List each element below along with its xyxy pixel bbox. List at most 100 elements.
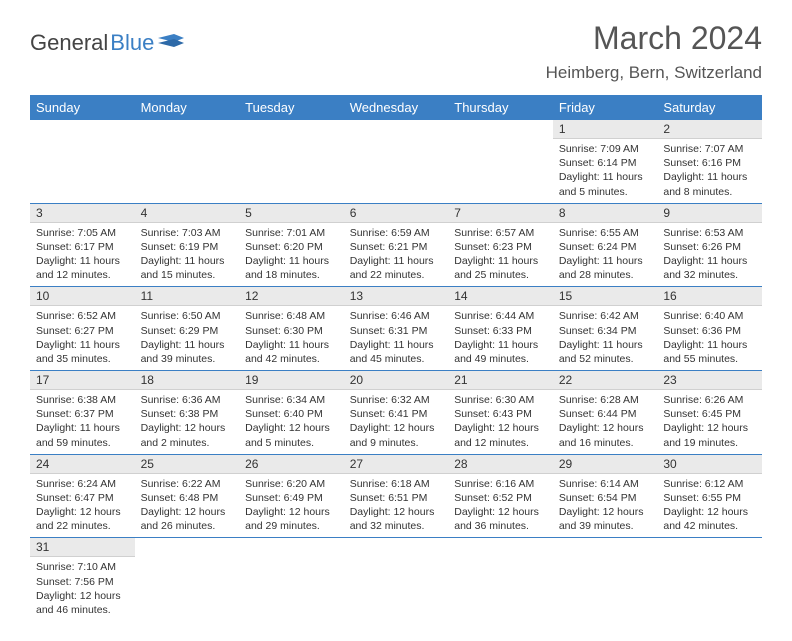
day-number: 6 [344, 204, 449, 223]
sunset-text: Sunset: 6:26 PM [663, 240, 756, 254]
day-content: Sunrise: 6:22 AMSunset: 6:48 PMDaylight:… [135, 474, 240, 538]
sunset-text: Sunset: 6:41 PM [350, 407, 443, 421]
sunrise-text: Sunrise: 6:34 AM [245, 393, 338, 407]
day-content: Sunrise: 6:42 AMSunset: 6:34 PMDaylight:… [553, 306, 658, 370]
calendar-cell: 17Sunrise: 6:38 AMSunset: 6:37 PMDayligh… [30, 371, 135, 455]
day-number: 5 [239, 204, 344, 223]
weekday-header: Friday [553, 95, 658, 120]
day-number: 25 [135, 455, 240, 474]
calendar-cell: 12Sunrise: 6:48 AMSunset: 6:30 PMDayligh… [239, 287, 344, 371]
calendar-cell: 16Sunrise: 6:40 AMSunset: 6:36 PMDayligh… [657, 287, 762, 371]
calendar-cell: 9Sunrise: 6:53 AMSunset: 6:26 PMDaylight… [657, 203, 762, 287]
logo-text-blue: Blue [110, 30, 154, 56]
title-block: March 2024 Heimberg, Bern, Switzerland [546, 20, 762, 83]
daylight-text: Daylight: 11 hours and 28 minutes. [559, 254, 652, 282]
calendar-cell-empty [135, 538, 240, 621]
day-content: Sunrise: 6:30 AMSunset: 6:43 PMDaylight:… [448, 390, 553, 454]
calendar-cell: 20Sunrise: 6:32 AMSunset: 6:41 PMDayligh… [344, 371, 449, 455]
sunset-text: Sunset: 6:43 PM [454, 407, 547, 421]
calendar-cell-empty [30, 120, 135, 203]
day-content: Sunrise: 6:52 AMSunset: 6:27 PMDaylight:… [30, 306, 135, 370]
sunrise-text: Sunrise: 6:59 AM [350, 226, 443, 240]
day-number: 11 [135, 287, 240, 306]
day-number: 17 [30, 371, 135, 390]
day-content: Sunrise: 6:32 AMSunset: 6:41 PMDaylight:… [344, 390, 449, 454]
daylight-text: Daylight: 12 hours and 2 minutes. [141, 421, 234, 449]
calendar-cell: 28Sunrise: 6:16 AMSunset: 6:52 PMDayligh… [448, 454, 553, 538]
day-number: 28 [448, 455, 553, 474]
location-text: Heimberg, Bern, Switzerland [546, 63, 762, 83]
day-number: 13 [344, 287, 449, 306]
sunset-text: Sunset: 6:48 PM [141, 491, 234, 505]
daylight-text: Daylight: 11 hours and 5 minutes. [559, 170, 652, 198]
calendar-cell: 25Sunrise: 6:22 AMSunset: 6:48 PMDayligh… [135, 454, 240, 538]
sunrise-text: Sunrise: 6:16 AM [454, 477, 547, 491]
day-number: 9 [657, 204, 762, 223]
calendar-cell-empty [657, 538, 762, 621]
day-number: 10 [30, 287, 135, 306]
day-number: 31 [30, 538, 135, 557]
daylight-text: Daylight: 12 hours and 9 minutes. [350, 421, 443, 449]
day-number: 30 [657, 455, 762, 474]
calendar-cell: 29Sunrise: 6:14 AMSunset: 6:54 PMDayligh… [553, 454, 658, 538]
calendar-cell: 23Sunrise: 6:26 AMSunset: 6:45 PMDayligh… [657, 371, 762, 455]
calendar-row: 31Sunrise: 7:10 AMSunset: 7:56 PMDayligh… [30, 538, 762, 621]
daylight-text: Daylight: 11 hours and 18 minutes. [245, 254, 338, 282]
daylight-text: Daylight: 11 hours and 32 minutes. [663, 254, 756, 282]
calendar-cell-empty [239, 538, 344, 621]
sunset-text: Sunset: 6:55 PM [663, 491, 756, 505]
sunrise-text: Sunrise: 7:07 AM [663, 142, 756, 156]
day-content: Sunrise: 6:34 AMSunset: 6:40 PMDaylight:… [239, 390, 344, 454]
calendar-cell-empty [135, 120, 240, 203]
calendar-body: 1Sunrise: 7:09 AMSunset: 6:14 PMDaylight… [30, 120, 762, 621]
day-number: 2 [657, 120, 762, 139]
sunset-text: Sunset: 7:56 PM [36, 575, 129, 589]
sunrise-text: Sunrise: 6:32 AM [350, 393, 443, 407]
calendar-cell: 19Sunrise: 6:34 AMSunset: 6:40 PMDayligh… [239, 371, 344, 455]
sunset-text: Sunset: 6:20 PM [245, 240, 338, 254]
day-content: Sunrise: 6:44 AMSunset: 6:33 PMDaylight:… [448, 306, 553, 370]
daylight-text: Daylight: 11 hours and 12 minutes. [36, 254, 129, 282]
calendar-cell: 2Sunrise: 7:07 AMSunset: 6:16 PMDaylight… [657, 120, 762, 203]
day-number: 4 [135, 204, 240, 223]
calendar-cell: 8Sunrise: 6:55 AMSunset: 6:24 PMDaylight… [553, 203, 658, 287]
day-number: 16 [657, 287, 762, 306]
sunrise-text: Sunrise: 6:14 AM [559, 477, 652, 491]
daylight-text: Daylight: 12 hours and 16 minutes. [559, 421, 652, 449]
day-content: Sunrise: 6:48 AMSunset: 6:30 PMDaylight:… [239, 306, 344, 370]
weekday-header: Tuesday [239, 95, 344, 120]
day-content: Sunrise: 6:36 AMSunset: 6:38 PMDaylight:… [135, 390, 240, 454]
daylight-text: Daylight: 12 hours and 32 minutes. [350, 505, 443, 533]
daylight-text: Daylight: 11 hours and 59 minutes. [36, 421, 129, 449]
day-content: Sunrise: 6:46 AMSunset: 6:31 PMDaylight:… [344, 306, 449, 370]
daylight-text: Daylight: 12 hours and 12 minutes. [454, 421, 547, 449]
sunset-text: Sunset: 6:31 PM [350, 324, 443, 338]
day-content: Sunrise: 6:53 AMSunset: 6:26 PMDaylight:… [657, 223, 762, 287]
sunset-text: Sunset: 6:45 PM [663, 407, 756, 421]
sunset-text: Sunset: 6:44 PM [559, 407, 652, 421]
sunrise-text: Sunrise: 6:36 AM [141, 393, 234, 407]
daylight-text: Daylight: 11 hours and 45 minutes. [350, 338, 443, 366]
calendar-cell: 6Sunrise: 6:59 AMSunset: 6:21 PMDaylight… [344, 203, 449, 287]
logo-text-general: General [30, 30, 108, 56]
weekday-header: Thursday [448, 95, 553, 120]
day-number: 23 [657, 371, 762, 390]
day-content: Sunrise: 6:26 AMSunset: 6:45 PMDaylight:… [657, 390, 762, 454]
daylight-text: Daylight: 11 hours and 22 minutes. [350, 254, 443, 282]
sunset-text: Sunset: 6:40 PM [245, 407, 338, 421]
sunrise-text: Sunrise: 7:03 AM [141, 226, 234, 240]
day-number: 26 [239, 455, 344, 474]
calendar-cell: 30Sunrise: 6:12 AMSunset: 6:55 PMDayligh… [657, 454, 762, 538]
calendar-table: SundayMondayTuesdayWednesdayThursdayFrid… [30, 95, 762, 621]
day-content: Sunrise: 6:40 AMSunset: 6:36 PMDaylight:… [657, 306, 762, 370]
weekday-header: Wednesday [344, 95, 449, 120]
calendar-row: 24Sunrise: 6:24 AMSunset: 6:47 PMDayligh… [30, 454, 762, 538]
daylight-text: Daylight: 11 hours and 49 minutes. [454, 338, 547, 366]
calendar-cell: 27Sunrise: 6:18 AMSunset: 6:51 PMDayligh… [344, 454, 449, 538]
sunrise-text: Sunrise: 6:28 AM [559, 393, 652, 407]
daylight-text: Daylight: 12 hours and 5 minutes. [245, 421, 338, 449]
sunset-text: Sunset: 6:34 PM [559, 324, 652, 338]
sunset-text: Sunset: 6:27 PM [36, 324, 129, 338]
sunset-text: Sunset: 6:52 PM [454, 491, 547, 505]
daylight-text: Daylight: 11 hours and 42 minutes. [245, 338, 338, 366]
